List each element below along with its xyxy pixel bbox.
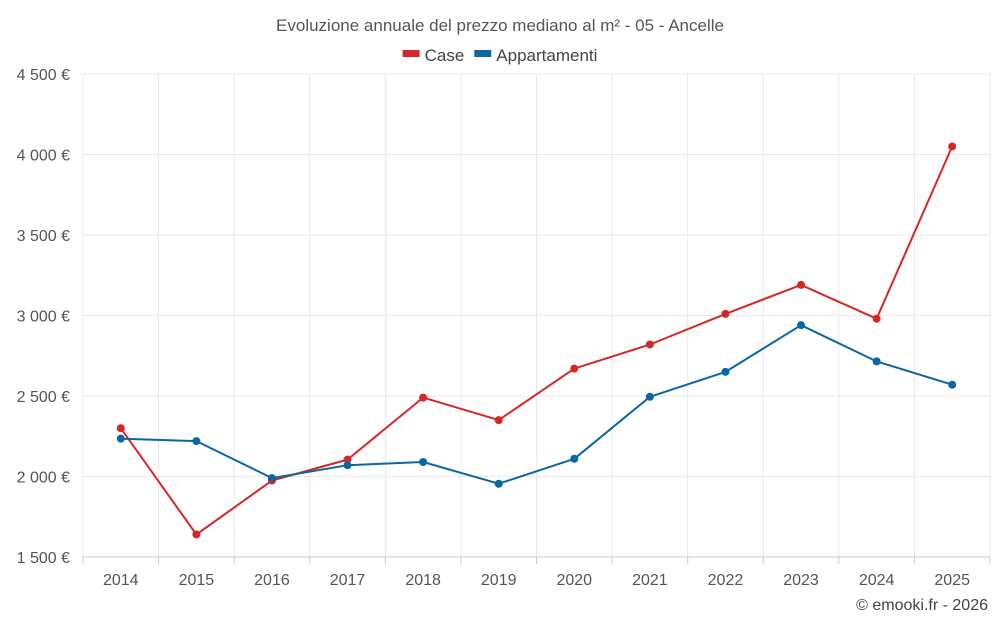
data-point[interactable] xyxy=(116,434,125,443)
data-point[interactable] xyxy=(721,309,730,318)
x-tick-label: 2022 xyxy=(708,572,744,589)
data-point[interactable] xyxy=(343,461,352,470)
data-point[interactable] xyxy=(570,454,579,463)
x-tick-label: 2025 xyxy=(934,572,970,589)
legend-swatch xyxy=(474,50,492,57)
x-tick-label: 2017 xyxy=(330,572,366,589)
data-point[interactable] xyxy=(419,458,428,467)
data-point[interactable] xyxy=(948,142,957,151)
data-point[interactable] xyxy=(494,416,503,425)
x-tick-labels: 2014 2015 2016 2017 2018 2019 2020 2021 2022 2023… xyxy=(103,572,970,589)
legend-label: Appartamenti xyxy=(496,46,597,65)
grid-lines xyxy=(82,73,991,557)
series-line xyxy=(119,145,954,536)
series-appartamenti xyxy=(116,321,957,488)
legend-label: Case xyxy=(425,46,465,65)
data-point[interactable] xyxy=(494,479,503,488)
x-tick-label: 2018 xyxy=(405,572,441,589)
series-layer xyxy=(116,142,957,539)
data-point[interactable] xyxy=(192,437,201,446)
y-tick-label: 2 000 € xyxy=(17,470,70,487)
data-point[interactable] xyxy=(570,364,579,373)
x-tick-label: 2024 xyxy=(859,572,895,589)
x-tick-label: 2019 xyxy=(481,572,517,589)
chart-title: Evoluzione annuale del prezzo mediano al… xyxy=(276,16,724,35)
data-point[interactable] xyxy=(343,455,352,464)
data-point[interactable] xyxy=(797,280,806,289)
axes xyxy=(82,556,991,564)
data-point[interactable] xyxy=(267,474,276,483)
y-tick-label: 4 000 € xyxy=(17,148,70,165)
data-point[interactable] xyxy=(797,321,806,330)
data-point[interactable] xyxy=(116,424,125,433)
x-tick-label: 2015 xyxy=(179,572,215,589)
data-point[interactable] xyxy=(872,357,881,366)
data-point[interactable] xyxy=(419,393,428,402)
y-tick-label: 4 500 € xyxy=(17,67,70,84)
data-point[interactable] xyxy=(645,340,654,349)
x-tick-label: 2020 xyxy=(556,572,592,589)
credit-text: © emooki.fr - 2026 xyxy=(856,597,988,614)
y-tick-label: 3 500 € xyxy=(17,228,70,245)
data-point[interactable] xyxy=(645,392,654,401)
data-point[interactable] xyxy=(192,530,201,539)
x-tick-label: 2021 xyxy=(632,572,668,589)
x-tick-label: 2023 xyxy=(783,572,819,589)
y-tick-label: 2 500 € xyxy=(17,389,70,406)
legend: Case Appartamenti xyxy=(402,46,597,65)
data-point[interactable] xyxy=(721,367,730,376)
data-point[interactable] xyxy=(872,314,881,323)
series-line xyxy=(120,324,953,485)
y-tick-labels: 1 500 € 2 000 € 2 500 € 3 000 € 3 500 € 4 000… xyxy=(17,67,70,567)
y-tick-label: 1 500 € xyxy=(17,550,70,567)
legend-swatch xyxy=(402,50,420,57)
x-tick-label: 2014 xyxy=(103,572,139,589)
data-point[interactable] xyxy=(948,380,957,389)
y-tick-label: 3 000 € xyxy=(17,309,70,326)
x-tick-label: 2016 xyxy=(254,572,290,589)
